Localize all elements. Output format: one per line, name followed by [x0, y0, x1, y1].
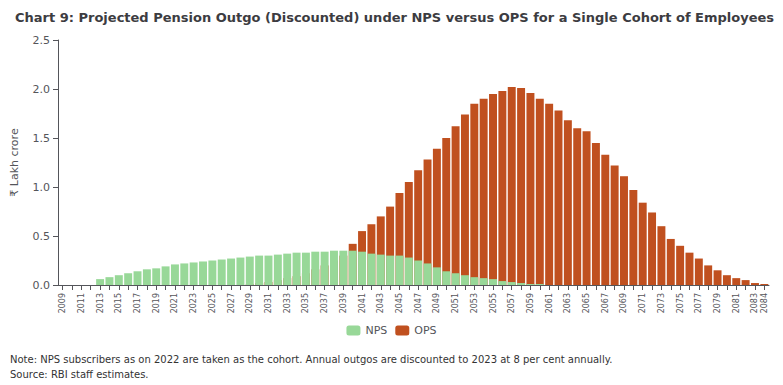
svg-text:2025: 2025: [208, 293, 217, 313]
svg-text:2059: 2059: [526, 293, 535, 313]
svg-text:2084: 2084: [760, 293, 769, 313]
svg-text:Chart 9: Projected Pension Out: Chart 9: Projected Pension Outgo (Discou…: [15, 10, 774, 25]
svg-text:NPS: NPS: [365, 324, 387, 337]
svg-text:2047: 2047: [414, 293, 423, 313]
svg-text:2009: 2009: [58, 293, 67, 313]
svg-text:Source: RBI staff estimates.: Source: RBI staff estimates.: [10, 369, 149, 380]
svg-text:1.5: 1.5: [33, 132, 51, 145]
svg-text:2075: 2075: [676, 293, 685, 313]
svg-text:2011: 2011: [77, 293, 86, 313]
svg-text:2017: 2017: [133, 293, 142, 313]
svg-text:2057: 2057: [507, 293, 516, 313]
svg-text:2049: 2049: [432, 293, 441, 313]
svg-text:2067: 2067: [601, 293, 610, 313]
svg-text:2.0: 2.0: [33, 83, 51, 96]
svg-text:2083: 2083: [750, 293, 759, 313]
svg-text:2033: 2033: [283, 293, 292, 313]
svg-text:2013: 2013: [96, 293, 105, 313]
svg-text:2045: 2045: [395, 293, 404, 313]
svg-text:2081: 2081: [732, 293, 741, 313]
svg-text:1.0: 1.0: [33, 181, 51, 194]
svg-text:2015: 2015: [114, 293, 123, 313]
svg-text:0.5: 0.5: [33, 230, 51, 243]
svg-text:Note: NPS subscribers as on 20: Note: NPS subscribers as on 2022 are tak…: [10, 354, 612, 365]
svg-text:2073: 2073: [657, 293, 666, 313]
svg-text:2079: 2079: [713, 293, 722, 313]
svg-text:OPS: OPS: [414, 324, 436, 337]
svg-text:2.5: 2.5: [33, 34, 51, 47]
svg-text:2053: 2053: [470, 293, 479, 313]
svg-text:2069: 2069: [619, 293, 628, 313]
svg-text:₹ Lakh crore: ₹ Lakh crore: [8, 128, 21, 197]
svg-text:2039: 2039: [339, 293, 348, 313]
svg-text:2023: 2023: [189, 293, 198, 313]
svg-text:2061: 2061: [545, 293, 554, 313]
svg-text:2077: 2077: [694, 293, 703, 313]
svg-text:2035: 2035: [301, 293, 310, 313]
svg-text:2043: 2043: [376, 293, 385, 313]
svg-text:2041: 2041: [358, 293, 367, 313]
svg-text:2027: 2027: [227, 293, 236, 313]
svg-text:0.0: 0.0: [33, 279, 51, 292]
svg-text:2019: 2019: [152, 293, 161, 313]
svg-text:2029: 2029: [245, 293, 254, 313]
svg-text:2065: 2065: [582, 293, 591, 313]
svg-text:2071: 2071: [638, 293, 647, 313]
svg-text:2021: 2021: [170, 293, 179, 313]
svg-text:2063: 2063: [563, 293, 572, 313]
svg-text:2055: 2055: [489, 293, 498, 313]
svg-text:2031: 2031: [264, 293, 273, 313]
svg-text:2037: 2037: [320, 293, 329, 313]
svg-text:2051: 2051: [451, 293, 460, 313]
